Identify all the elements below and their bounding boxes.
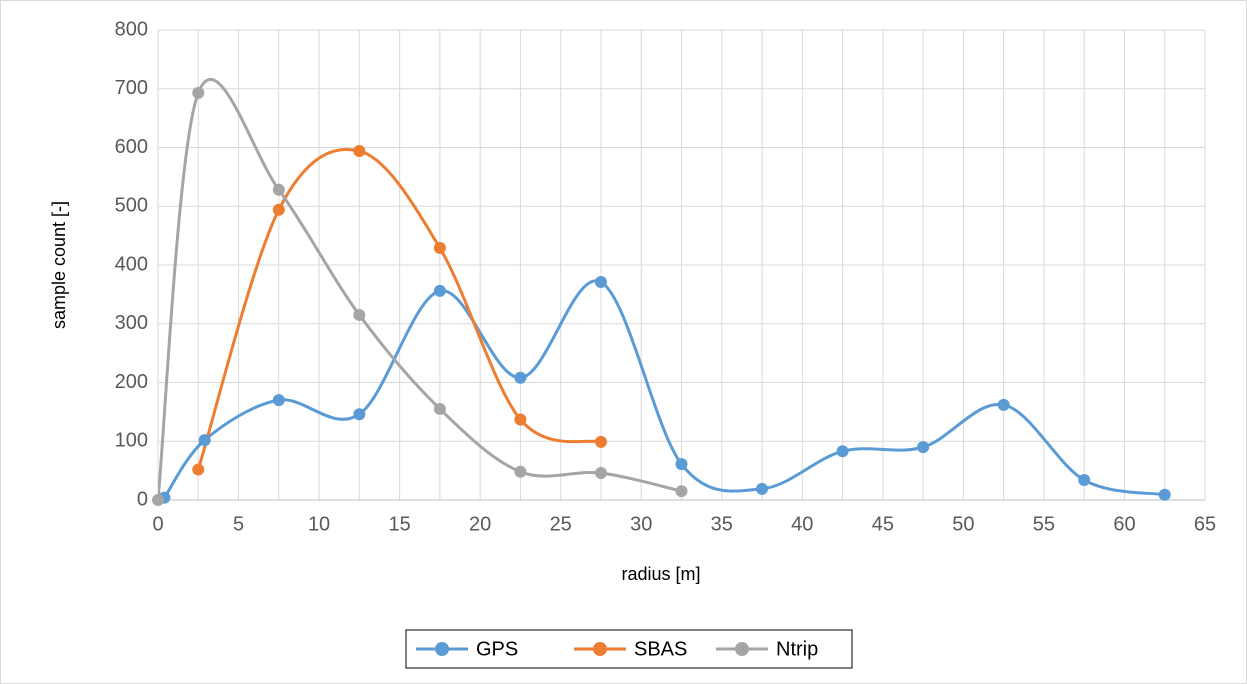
data-point	[272, 203, 285, 216]
x-tick-label: 55	[1033, 513, 1055, 535]
x-tick-label: 30	[630, 513, 652, 535]
x-tick-label: 10	[308, 513, 330, 535]
y-tick-label: 400	[115, 253, 148, 275]
data-point	[836, 445, 849, 458]
data-point	[1158, 488, 1171, 501]
legend-marker	[593, 642, 607, 656]
y-tick-label: 200	[115, 371, 148, 393]
x-tick-label: 20	[469, 513, 491, 535]
data-point	[433, 284, 446, 297]
x-tick-label: 50	[952, 513, 974, 535]
series-line	[163, 279, 1165, 499]
data-point	[514, 371, 527, 384]
y-tick-label: 700	[115, 77, 148, 99]
x-tick-label: 15	[388, 513, 410, 535]
data-point	[433, 241, 446, 254]
data-point	[353, 145, 366, 158]
data-point	[272, 394, 285, 407]
data-point	[1078, 474, 1091, 487]
y-tick-label: 600	[115, 136, 148, 158]
x-tick-label: 40	[791, 513, 813, 535]
y-tick-label: 500	[115, 195, 148, 217]
y-tick-label: 300	[115, 312, 148, 334]
x-tick-label: 0	[152, 513, 163, 535]
data-point	[353, 308, 366, 321]
y-tick-label: 0	[137, 488, 148, 510]
data-point	[353, 408, 366, 421]
legend-label: Ntrip	[776, 638, 818, 660]
data-point	[675, 485, 688, 498]
data-point	[594, 435, 607, 448]
legend-box	[405, 629, 853, 669]
legend-label: SBAS	[634, 638, 687, 660]
data-point	[198, 434, 211, 447]
x-tick-label: 5	[233, 513, 244, 535]
y-tick-label: 800	[115, 18, 148, 40]
data-point	[272, 183, 285, 196]
x-tick-label: 65	[1194, 513, 1216, 535]
y-tick-label: 100	[115, 430, 148, 452]
data-point	[514, 413, 527, 426]
data-point	[756, 482, 769, 495]
y-axis-title: sample count [-]	[49, 201, 69, 329]
data-point	[594, 466, 607, 479]
series-line	[158, 78, 682, 500]
legend-marker	[735, 642, 749, 656]
data-point	[152, 494, 164, 506]
data-point	[433, 402, 446, 415]
x-tick-label: 45	[872, 513, 894, 535]
data-point	[192, 463, 205, 476]
data-point	[917, 441, 930, 454]
data-point	[997, 398, 1010, 411]
x-axis-title: radius [m]	[621, 564, 700, 584]
x-tick-label: 25	[550, 513, 572, 535]
x-tick-label: 60	[1113, 513, 1135, 535]
data-point	[192, 86, 205, 99]
x-tick-label: 35	[711, 513, 733, 535]
legend-label: GPS	[476, 638, 518, 660]
legend-marker	[435, 642, 449, 656]
data-point	[675, 458, 688, 471]
data-point	[514, 465, 527, 478]
data-point	[594, 276, 607, 289]
